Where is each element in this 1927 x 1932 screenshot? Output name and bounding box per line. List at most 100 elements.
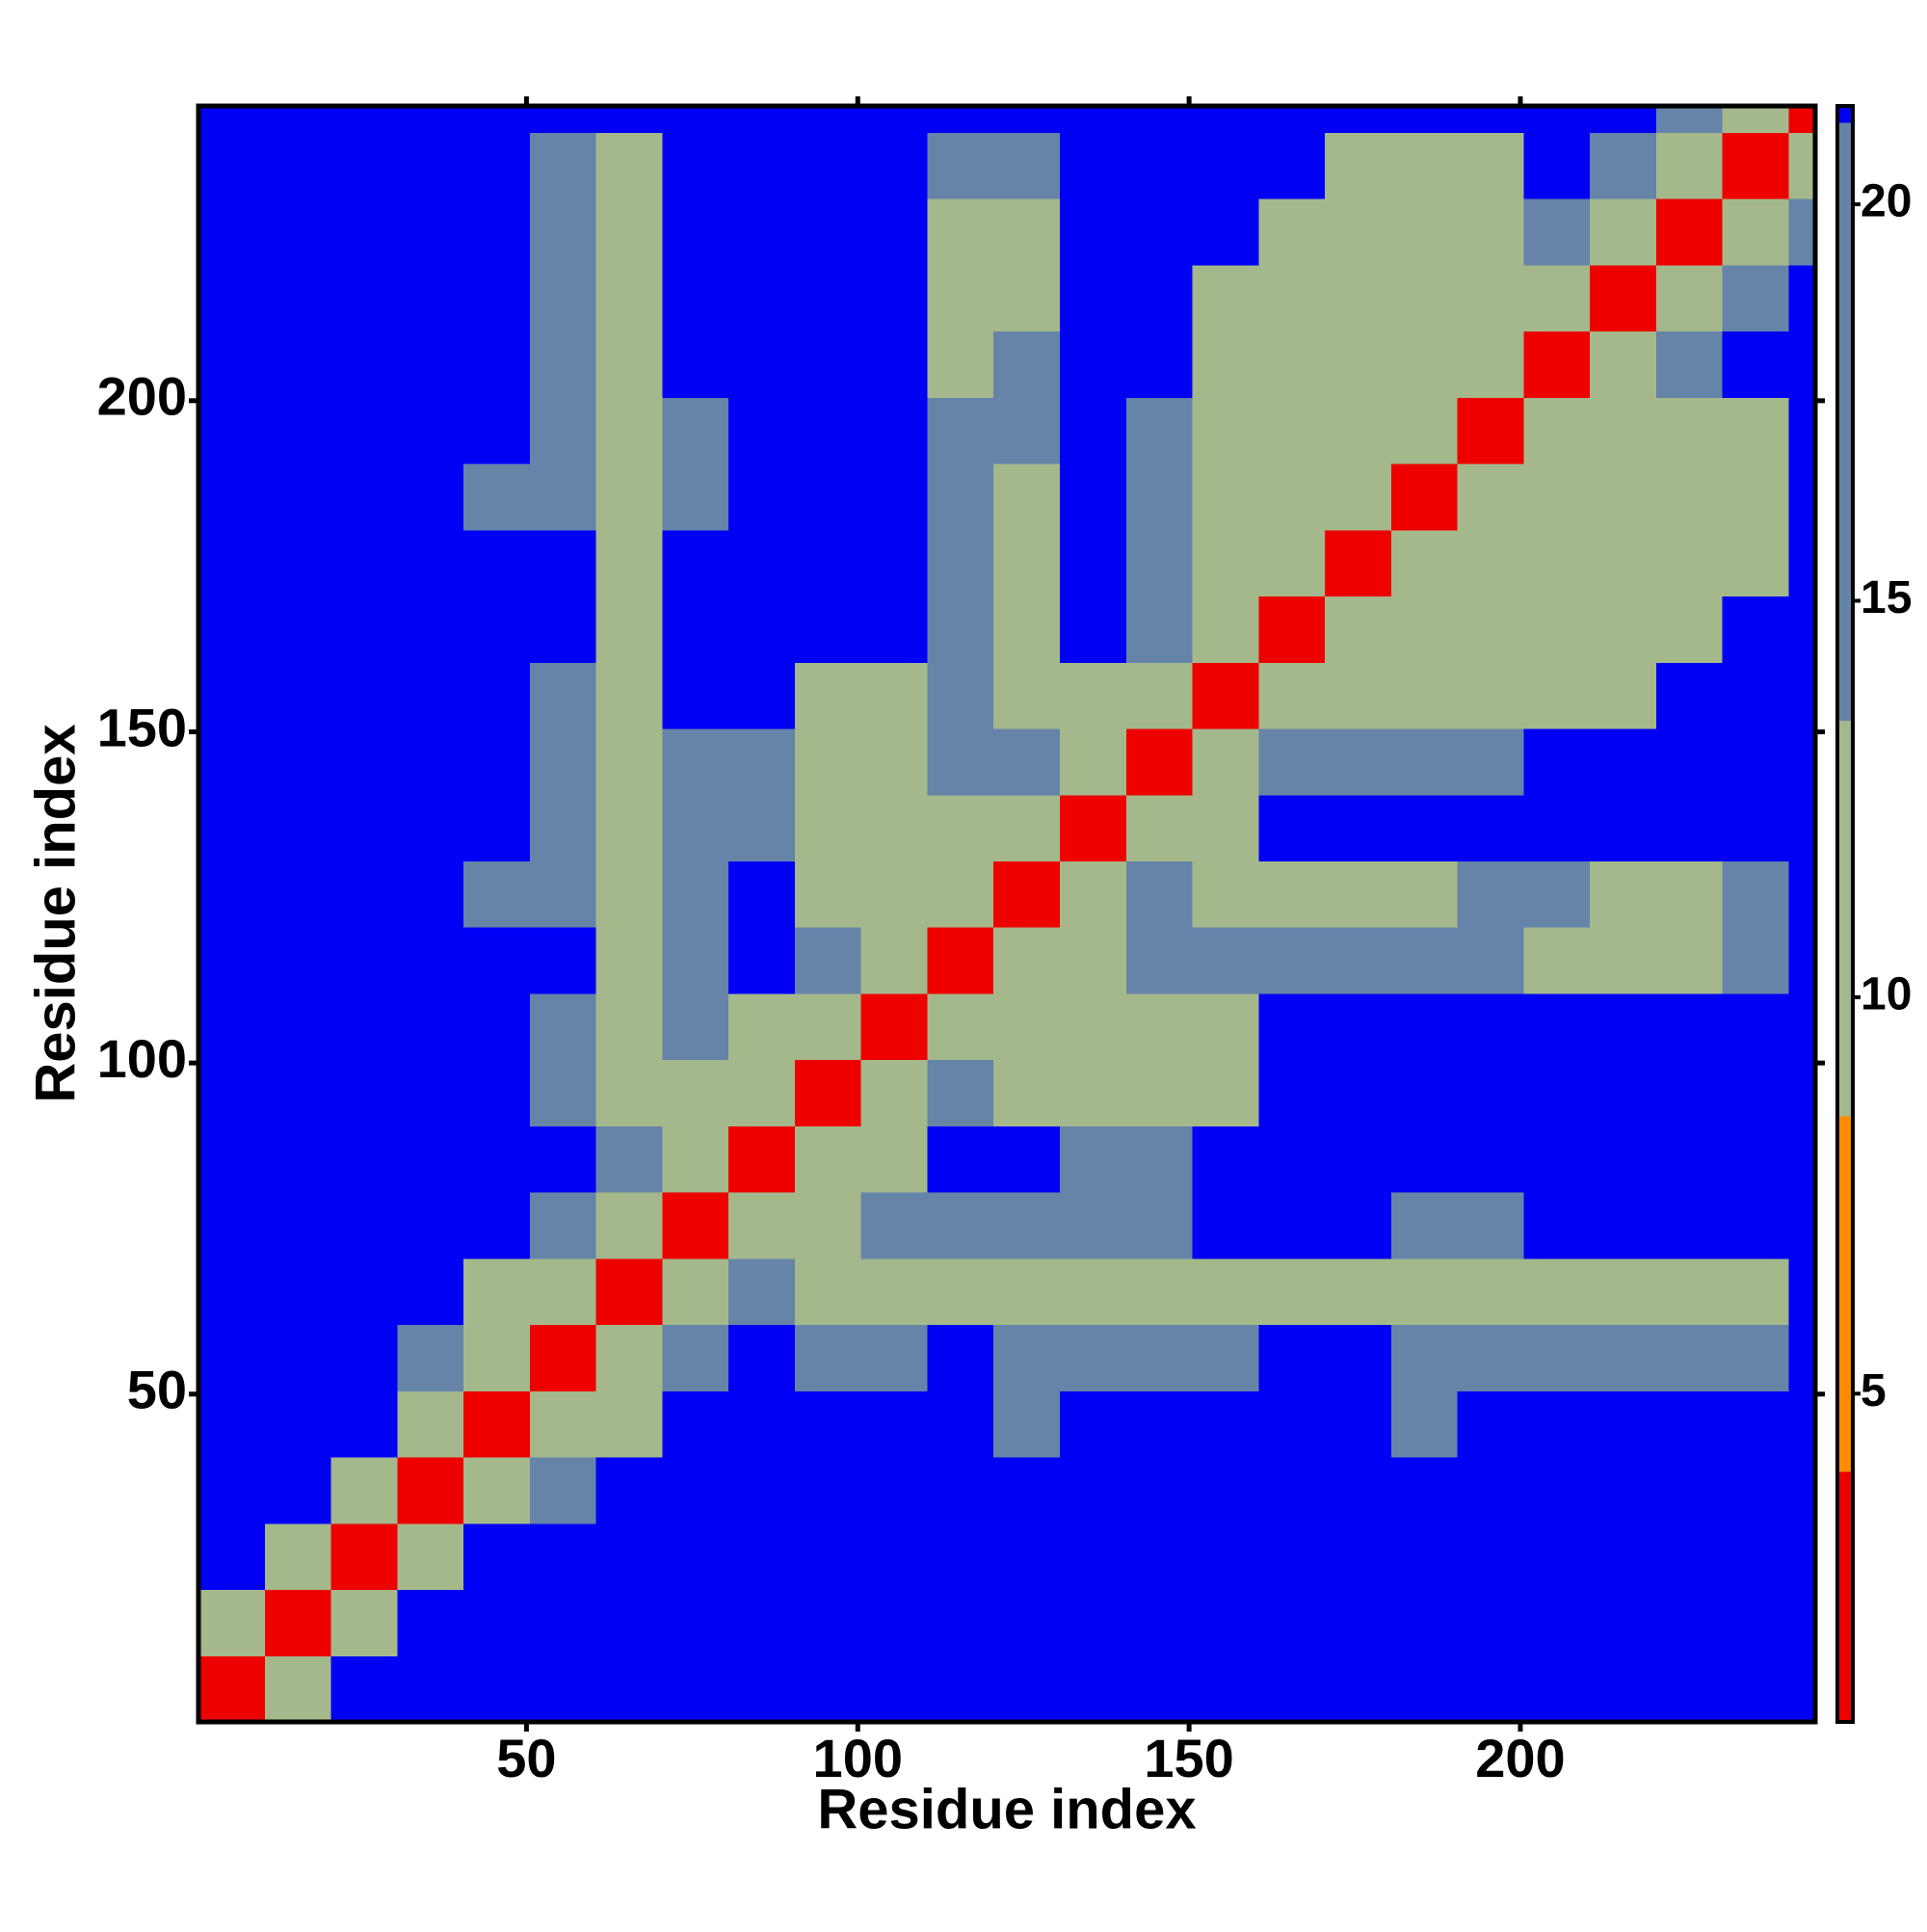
- heatmap-cell: [728, 1257, 796, 1326]
- colorbar-tick-label: 20: [1861, 176, 1912, 227]
- colorbar-segment: [1837, 566, 1853, 575]
- heatmap-cell: [198, 198, 266, 266]
- heatmap-cell: [662, 463, 729, 531]
- heatmap-cell: [1788, 794, 1816, 862]
- heatmap-cell: [728, 1589, 796, 1656]
- heatmap-cell: [993, 264, 1061, 332]
- heatmap-cell: [1722, 264, 1789, 332]
- colorbar-segment: [1837, 493, 1853, 503]
- colorbar-segment: [1837, 364, 1853, 374]
- heatmap-cell: [1523, 529, 1591, 597]
- heatmap-cell: [264, 927, 332, 994]
- colorbar-segment: [1837, 388, 1853, 398]
- colorbar-segment: [1837, 421, 1853, 430]
- heatmap-cell: [1655, 595, 1724, 663]
- heatmap-cell: [993, 397, 1061, 464]
- heatmap-cell: [1258, 264, 1326, 332]
- heatmap-cell: [927, 397, 994, 464]
- heatmap-cell: [860, 1192, 928, 1259]
- heatmap-cell: [662, 1192, 729, 1259]
- heatmap-cell: [1192, 1655, 1259, 1723]
- colorbar-segment: [1837, 946, 1853, 956]
- heatmap-cell: [1457, 662, 1524, 729]
- colorbar-segment: [1837, 1422, 1853, 1432]
- heatmap-cell: [1258, 1457, 1326, 1524]
- colorbar-segment: [1837, 146, 1853, 155]
- heatmap-cell: [397, 1125, 464, 1193]
- heatmap-cell: [1722, 1655, 1789, 1723]
- heatmap-cell: [860, 1655, 928, 1723]
- heatmap-cell: [1390, 1655, 1459, 1723]
- heatmap-cell: [1125, 397, 1194, 464]
- heatmap-cell: [1060, 1192, 1127, 1259]
- heatmap-cell: [794, 662, 862, 729]
- heatmap-cell: [264, 463, 332, 531]
- heatmap-cell: [1722, 860, 1789, 928]
- colorbar-segment: [1837, 1051, 1853, 1061]
- heatmap-cell: [1390, 927, 1459, 994]
- heatmap-cell: [927, 1324, 994, 1391]
- heatmap-cell: [993, 1589, 1061, 1656]
- heatmap-cell: [1258, 1522, 1326, 1591]
- heatmap-cell: [1192, 595, 1259, 663]
- x-axis-title: Residue index: [817, 1778, 1196, 1840]
- heatmap-cell: [463, 1589, 531, 1656]
- colorbar-segment: [1837, 235, 1853, 245]
- heatmap-cell: [529, 463, 597, 531]
- heatmap-cell: [1192, 992, 1259, 1061]
- heatmap-cell: [1325, 662, 1392, 729]
- heatmap-cell: [1590, 728, 1657, 796]
- heatmap-cell: [1258, 595, 1326, 663]
- heatmap-cell: [1192, 860, 1259, 928]
- heatmap-cell: [728, 662, 796, 729]
- heatmap-cell: [860, 927, 928, 994]
- heatmap-cell: [794, 927, 862, 994]
- heatmap-cell: [794, 331, 862, 398]
- heatmap-cell: [662, 1059, 729, 1126]
- colorbar-segment: [1837, 171, 1853, 180]
- heatmap-cell: [728, 331, 796, 398]
- heatmap-cell: [1590, 595, 1657, 663]
- heatmap-cell: [860, 860, 928, 928]
- heatmap-cell: [1390, 728, 1459, 796]
- heatmap-cell: [1390, 860, 1459, 928]
- colorbar-segment: [1837, 1551, 1853, 1561]
- heatmap-cell: [264, 794, 332, 862]
- heatmap-cell: [463, 927, 531, 994]
- heatmap-cell: [1457, 1589, 1524, 1656]
- heatmap-cell: [397, 662, 464, 729]
- heatmap-cell: [330, 397, 398, 464]
- colorbar-segment: [1837, 647, 1853, 656]
- colorbar-segment: [1837, 962, 1853, 971]
- y-tick-label: 200: [97, 366, 187, 427]
- heatmap-cell: [529, 198, 597, 266]
- heatmap-cell: [1060, 1059, 1127, 1126]
- heatmap-cell: [1722, 106, 1789, 133]
- heatmap-cell: [728, 595, 796, 663]
- heatmap-cell: [1060, 1257, 1127, 1326]
- heatmap-cell: [1325, 264, 1392, 332]
- colorbar-segment: [1837, 1099, 1853, 1109]
- heatmap-cell: [1788, 1059, 1816, 1126]
- heatmap-cell: [728, 529, 796, 597]
- heatmap-cell: [1125, 198, 1194, 266]
- colorbar-segment: [1837, 825, 1853, 834]
- heatmap-cell: [1523, 1589, 1591, 1656]
- colorbar-segment: [1837, 970, 1853, 980]
- heatmap-cell: [1788, 1390, 1816, 1458]
- heatmap-cell: [397, 331, 464, 398]
- heatmap-cell: [662, 662, 729, 729]
- heatmap-cell: [529, 1192, 597, 1259]
- heatmap-cell: [1325, 1522, 1392, 1591]
- colorbar-segment: [1837, 930, 1853, 940]
- colorbar-segment: [1837, 291, 1853, 301]
- colorbar-segment: [1837, 1390, 1853, 1400]
- colorbar-segment: [1837, 1164, 1853, 1174]
- heatmap-cell: [1655, 992, 1724, 1061]
- colorbar-segment: [1837, 1261, 1853, 1271]
- heatmap-cell: [330, 728, 398, 796]
- colorbar-segment: [1837, 1681, 1853, 1691]
- heatmap-cell: [1523, 927, 1591, 994]
- heatmap-cell: [662, 1522, 729, 1591]
- y-tick-label: 150: [97, 697, 187, 757]
